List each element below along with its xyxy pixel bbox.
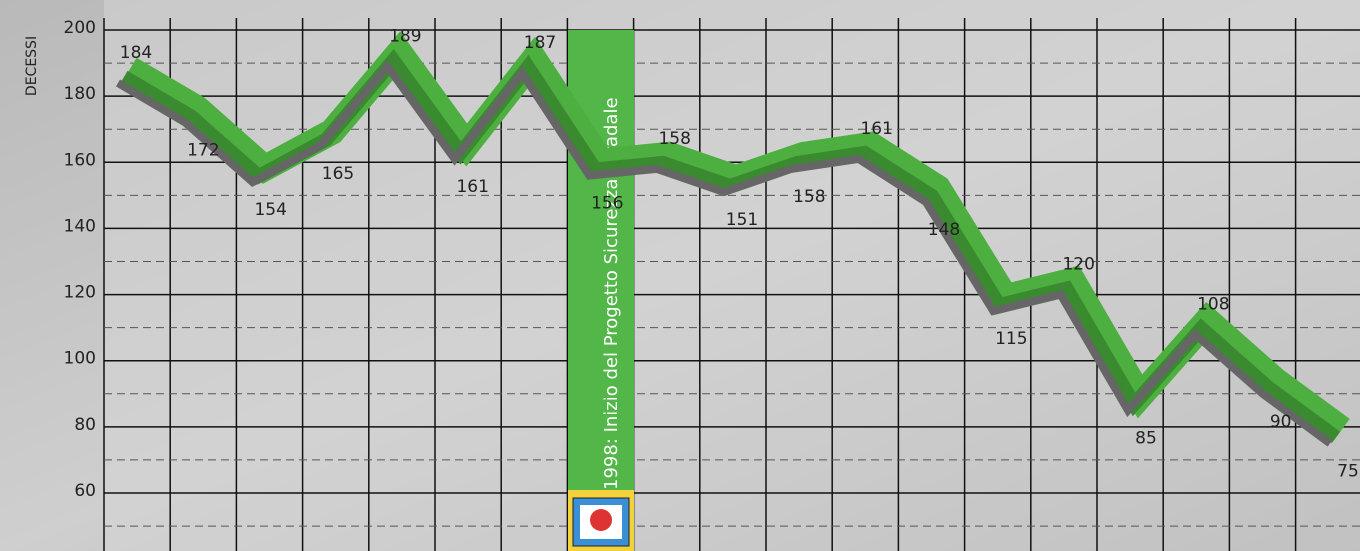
data-label: 151 [726,210,758,230]
y-tick-label: 180 [64,84,96,104]
data-label: 75 [1337,461,1359,481]
y-tick-label: 200 [64,18,96,38]
data-label: 85 [1135,428,1157,448]
data-label: 189 [389,26,421,46]
data-label: 156 [591,194,623,214]
data-label: 115 [995,329,1027,349]
data-label: 108 [1197,294,1229,314]
data-label: 158 [658,129,690,149]
data-label: 172 [187,141,219,161]
data-label: 187 [524,33,556,53]
y-tick-label: 140 [64,216,96,236]
data-label: 161 [456,177,488,197]
y-tick-label: 100 [64,349,96,369]
data-label: 161 [860,119,892,139]
y-tick-label: 60 [74,481,96,501]
data-label: 158 [793,187,825,207]
data-label: 120 [1062,255,1094,275]
annotation-icon-mark [590,509,612,531]
plot-area [104,0,1360,551]
y-tick-label: 120 [64,283,96,303]
y-tick-label: 160 [64,150,96,170]
data-label: 90 [1270,412,1292,432]
data-label: 184 [120,43,152,63]
y-axis-label: DECESSI [24,36,40,96]
y-tick-label: 80 [74,415,96,435]
data-label: 165 [322,164,354,184]
chart: 1998: Inizio del Progetto Sicurezza Stra… [0,0,1360,551]
data-label: 148 [928,220,960,240]
data-label: 154 [254,200,286,220]
